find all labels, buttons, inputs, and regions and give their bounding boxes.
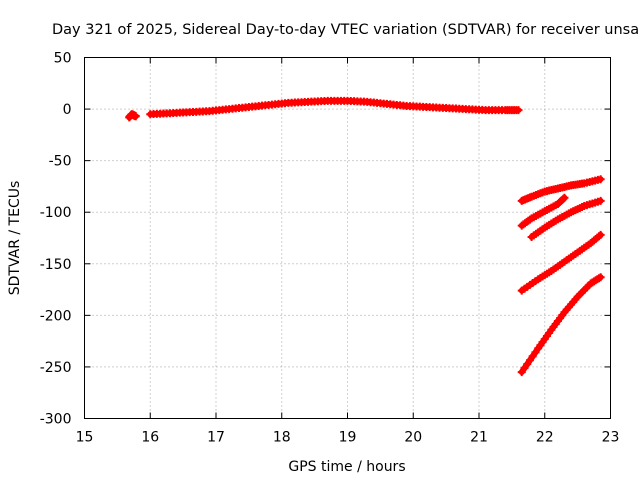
y-tick-label: -300 [40,412,72,428]
y-tick-label: 50 [54,51,72,67]
series-late-2 [517,193,569,230]
data-point [594,232,603,241]
y-tick-label: -250 [40,360,72,376]
y-tick-label: -100 [40,205,72,221]
grid [84,57,611,419]
data-point [131,112,140,121]
data-point [596,175,605,184]
series-segment-early [125,110,140,122]
x-tick-label: 21 [470,430,488,446]
x-axis-label: GPS time / hours [288,459,405,475]
x-tick-label: 17 [207,430,225,446]
data-point [596,196,605,205]
y-tick-label: -50 [49,154,72,170]
x-tick-label: 18 [273,430,291,446]
series-late-1 [517,175,605,205]
chart-title: Day 321 of 2025, Sidereal Day-to-day VTE… [52,22,639,38]
y-axis-label: SDTVAR / TECUs [7,181,23,296]
y-tick-label: -200 [40,308,72,324]
series-layer [125,96,605,377]
x-tick-label: 16 [141,430,159,446]
data-point [596,273,605,282]
x-tick-label: 19 [339,430,357,446]
series-main-band [146,96,523,119]
data-point [560,193,569,202]
series-late-5 [517,273,605,377]
data-point [594,274,603,283]
data-point [596,230,605,239]
series-late-3 [527,196,605,241]
x-tick-label: 20 [404,430,422,446]
x-tick-label: 22 [536,430,554,446]
y-tick-label: 0 [63,102,72,118]
x-tick-label: 23 [602,430,620,446]
y-tick-label: -150 [40,257,72,273]
ticks: 15 16 17 18 19 20 21 22 23 50 0 -50 -100 -150 -200 -250… [40,51,620,446]
data-point [514,106,523,115]
series-late-4 [517,230,605,295]
data-point [559,194,568,203]
x-tick-label: 15 [76,430,94,446]
